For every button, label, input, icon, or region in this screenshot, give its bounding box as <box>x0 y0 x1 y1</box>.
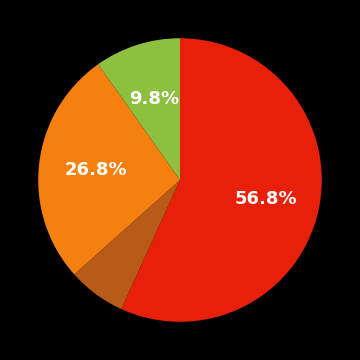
Wedge shape <box>98 38 180 180</box>
Text: 26.8%: 26.8% <box>64 161 127 179</box>
Wedge shape <box>74 180 180 309</box>
Wedge shape <box>121 38 322 322</box>
Text: 56.8%: 56.8% <box>235 190 297 208</box>
Wedge shape <box>38 64 180 274</box>
Text: 9.8%: 9.8% <box>129 90 179 108</box>
